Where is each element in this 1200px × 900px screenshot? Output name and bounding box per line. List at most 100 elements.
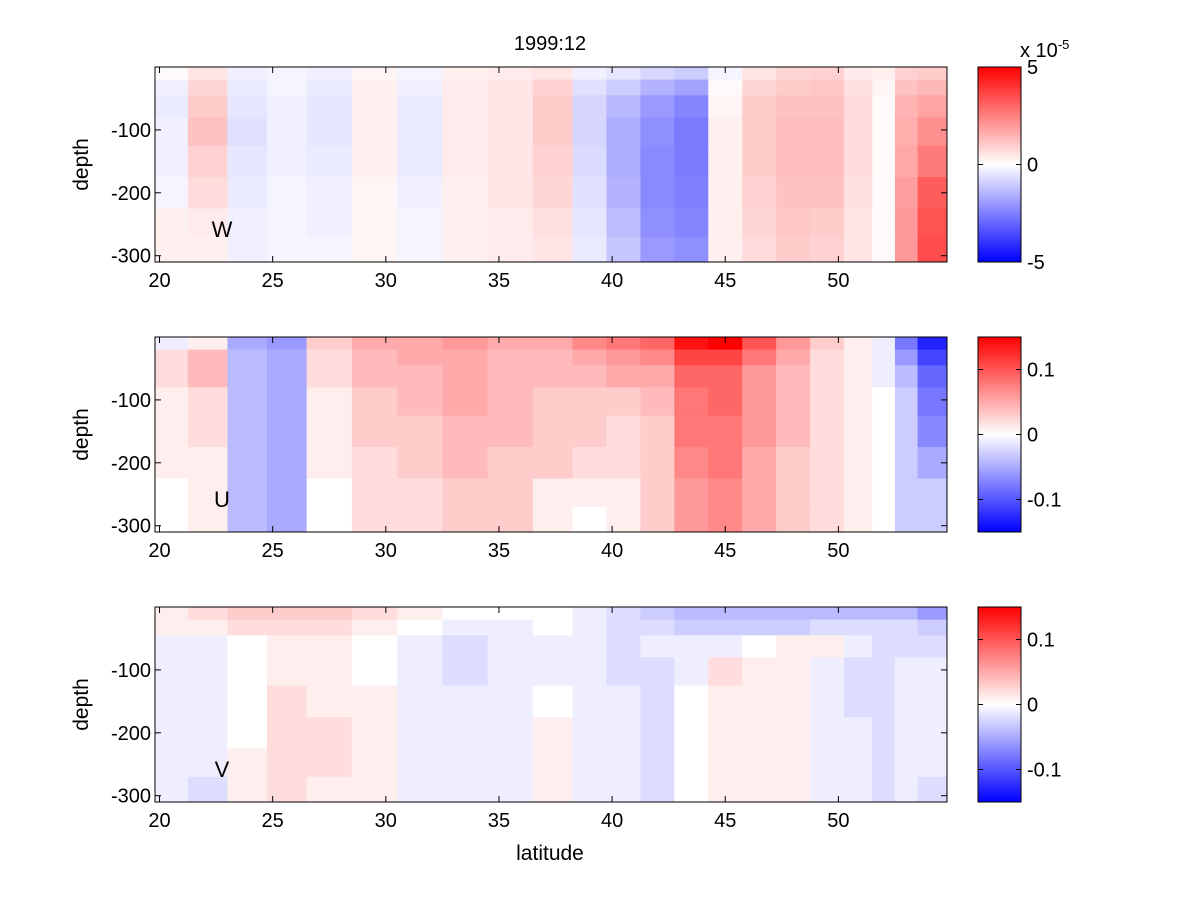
heatmap-cell <box>306 208 353 238</box>
heatmap-cell <box>872 365 896 388</box>
heatmap-cell <box>872 607 896 621</box>
heatmap-cell <box>606 415 641 448</box>
heatmap-cell <box>917 349 948 366</box>
heatmap-cell <box>844 79 873 96</box>
heatmap-cell <box>776 506 811 533</box>
heatmap-cell <box>306 415 353 448</box>
heatmap-cell <box>708 145 743 178</box>
heatmap-cell <box>155 506 189 533</box>
heatmap-cell <box>708 365 743 388</box>
heatmap-cell <box>894 67 919 81</box>
heatmap-cell <box>894 717 919 750</box>
heatmap-cell <box>227 717 268 750</box>
heatmap-cell <box>227 337 268 351</box>
x-axis-label: latitude <box>516 842 584 865</box>
heatmap-cell <box>267 635 308 658</box>
heatmap-cell <box>267 365 308 388</box>
heatmap-cell <box>487 349 534 366</box>
heatmap-cell <box>397 117 443 147</box>
heatmap-cell <box>572 657 607 687</box>
heatmap-cell <box>742 748 777 778</box>
heatmap-cell <box>155 117 189 147</box>
colorbar: 0.1 0 -0.1 <box>977 336 1061 533</box>
heatmap-cell <box>187 748 228 778</box>
heatmap-cell <box>442 635 489 658</box>
heatmap-cell <box>351 387 398 417</box>
heatmap-cell <box>844 685 873 718</box>
heatmap-cell <box>487 177 534 210</box>
heatmap-cell <box>674 717 709 750</box>
heatmap-cell <box>872 635 896 658</box>
heatmap-cell <box>894 337 919 351</box>
heatmap-cell <box>606 619 641 636</box>
heatmap-cell <box>640 337 675 351</box>
heatmap-cell <box>397 415 443 448</box>
heatmap-cell <box>894 117 919 147</box>
heatmap-cell <box>532 95 573 118</box>
heatmap-cell <box>227 208 268 238</box>
heatmap-cell <box>674 776 709 803</box>
heatmap-cell <box>872 685 896 718</box>
heatmap-cell <box>894 685 919 718</box>
heatmap-cell <box>187 717 228 750</box>
heatmap-cell <box>351 337 398 351</box>
x-tick-label: 40 <box>601 810 623 832</box>
heatmap-cell <box>844 337 873 351</box>
heatmap-cell <box>187 236 228 263</box>
heatmap-cell <box>187 177 228 210</box>
heatmap-cell <box>742 95 777 118</box>
heatmap-cell <box>640 349 675 366</box>
heatmap-cell <box>810 447 845 480</box>
heatmap-cell <box>776 208 811 238</box>
heatmap-cell <box>708 447 743 480</box>
heatmap-cell <box>442 208 489 238</box>
heatmap-cell <box>894 387 919 417</box>
heatmap-cell <box>351 619 398 636</box>
heatmap-cell <box>810 635 845 658</box>
heatmap-cell <box>155 337 189 351</box>
heatmap-cell <box>742 506 777 533</box>
heatmap-cell <box>810 657 845 687</box>
heatmap-cell <box>442 748 489 778</box>
heatmap-cell <box>810 117 845 147</box>
heatmap-cell <box>351 236 398 263</box>
heatmap-cell <box>351 776 398 803</box>
heatmap-cell <box>776 415 811 448</box>
heatmap-cell <box>532 177 573 210</box>
heatmap-cell <box>187 95 228 118</box>
heatmap-cell <box>894 478 919 508</box>
heatmap-cell <box>844 208 873 238</box>
heatmap-cell <box>442 415 489 448</box>
x-tick-label: 35 <box>488 810 510 832</box>
axes-frame <box>154 336 948 533</box>
heatmap-cell <box>917 79 948 96</box>
colorbar: 50-5x 10-5 <box>977 37 1069 274</box>
heatmap-cell <box>640 748 675 778</box>
heatmap-cell <box>844 365 873 388</box>
heatmap-cell <box>155 607 189 621</box>
heatmap-cell <box>572 717 607 750</box>
heatmap-cell <box>572 95 607 118</box>
heatmap-cell <box>155 79 189 96</box>
heatmap-cell <box>155 776 189 803</box>
heatmap-cell <box>487 635 534 658</box>
colorbar-gradient <box>977 606 1022 803</box>
heatmap-cell <box>187 415 228 448</box>
heatmap-cell <box>487 208 534 238</box>
heatmap-cell <box>776 619 811 636</box>
heatmap-cell <box>742 79 777 96</box>
heatmap-cell <box>872 506 896 533</box>
heatmap-cell <box>397 619 443 636</box>
heatmap-cell <box>674 145 709 178</box>
heatmap-cell <box>351 685 398 718</box>
heatmap-cell <box>487 506 534 533</box>
heatmap-cell <box>708 657 743 687</box>
heatmap-cell <box>267 685 308 718</box>
y-tick-label: -300 <box>111 786 151 808</box>
colorbar-gradient <box>977 336 1022 533</box>
heatmap-cell <box>872 657 896 687</box>
heatmap-cell <box>572 236 607 263</box>
heatmap-cell <box>442 607 489 621</box>
heatmap-cell <box>606 177 641 210</box>
